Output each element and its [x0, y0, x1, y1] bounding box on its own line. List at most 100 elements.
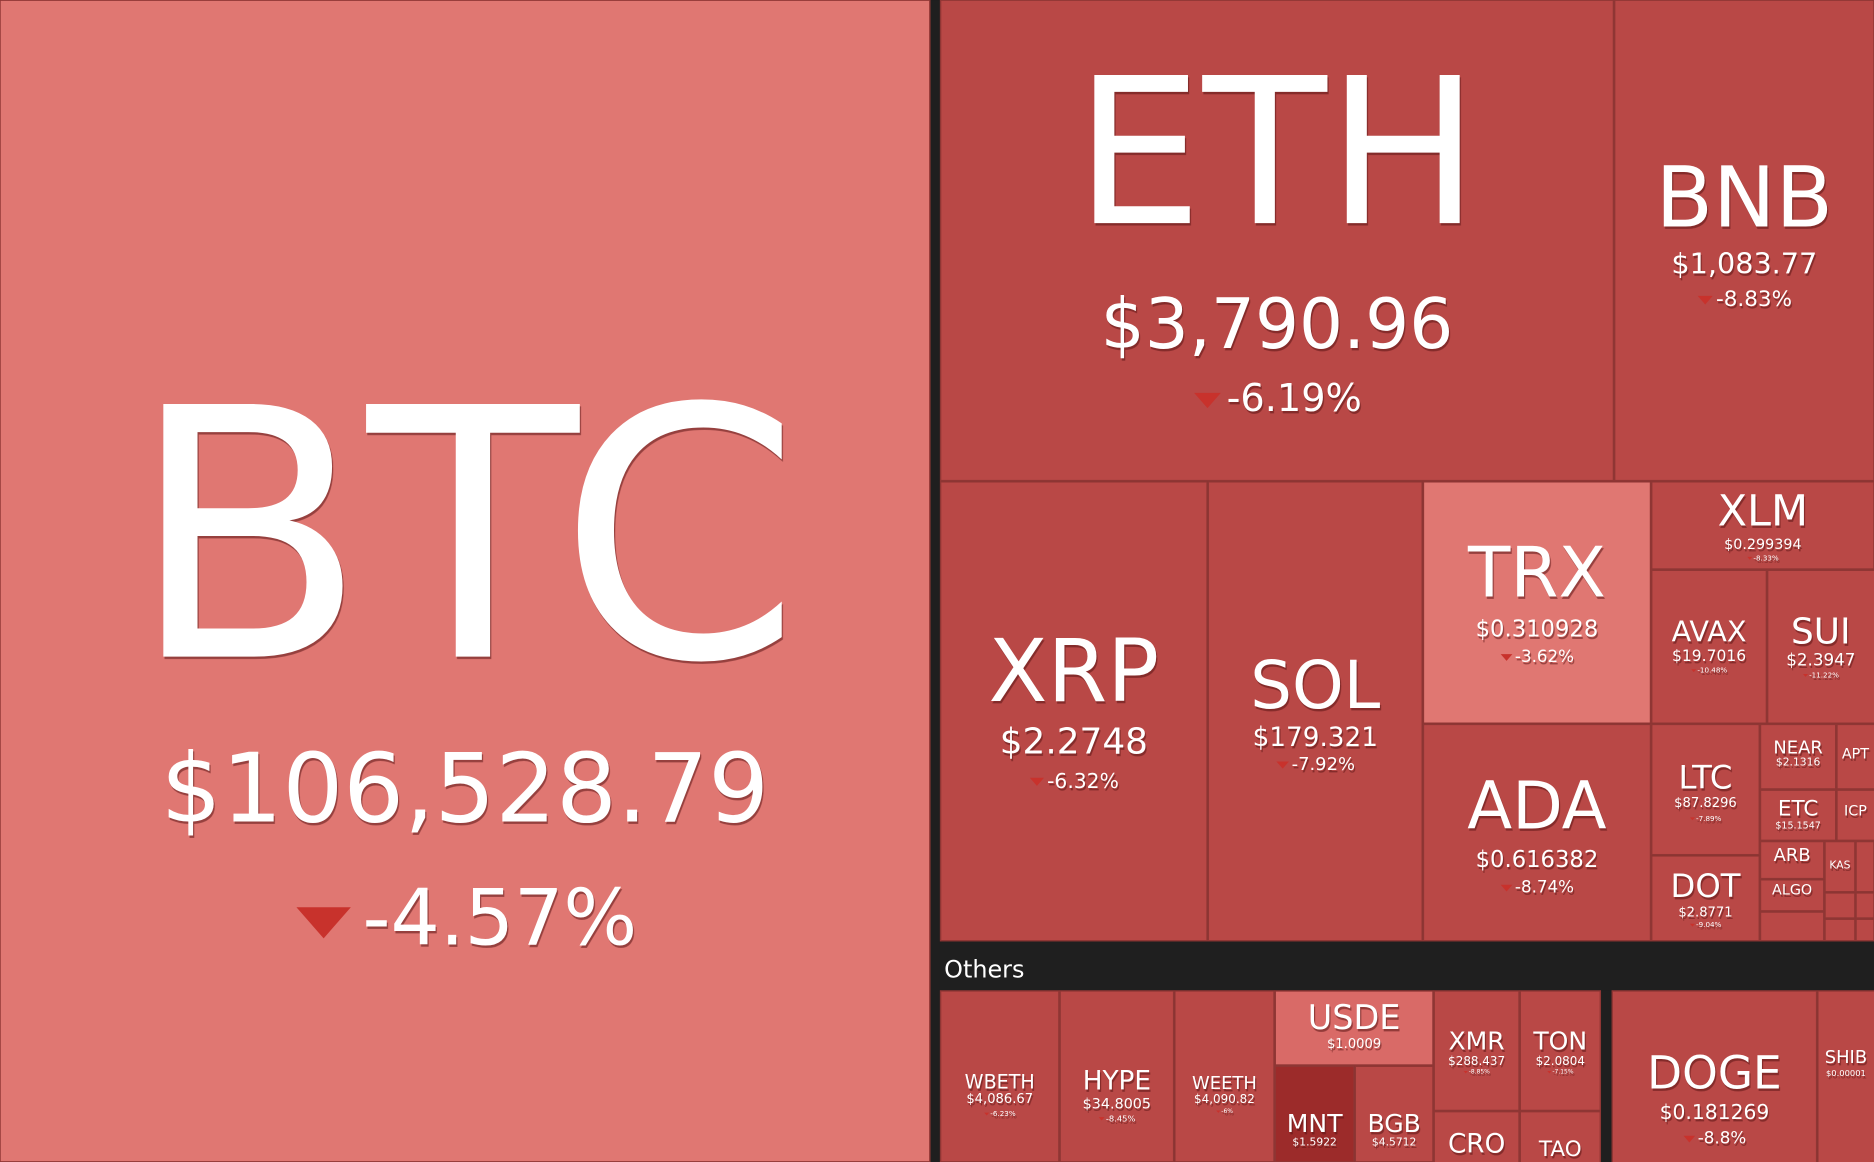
tile-price: $3,790.96: [1101, 285, 1454, 365]
tile[interactable]: [1759, 723, 1837, 790]
tile[interactable]: [1274, 990, 1434, 1066]
tile-symbol: DOT: [1671, 867, 1741, 905]
tile: [1824, 918, 1856, 942]
tile-price: $288.437: [1448, 1054, 1505, 1068]
tile-price: $2.3947: [1786, 650, 1855, 670]
tile-change: -6%: [1221, 1108, 1233, 1115]
tile-price: $0.310928: [1476, 617, 1599, 643]
tile-price: $0.00001: [1826, 1068, 1866, 1078]
tile[interactable]: [1650, 569, 1768, 724]
tile-change: -7.15%: [1552, 1069, 1573, 1076]
tile-price: $4,090.82: [1194, 1092, 1255, 1106]
tile[interactable]: [1422, 481, 1652, 724]
tile[interactable]: [1650, 855, 1760, 942]
tile[interactable]: [1433, 1110, 1520, 1162]
tile-price: $2.1316: [1776, 756, 1821, 769]
tile-price: $2.2748: [1000, 722, 1148, 763]
tile: [1759, 911, 1825, 942]
tile[interactable]: [1207, 481, 1423, 942]
tile-change: -8.85%: [1469, 1069, 1490, 1076]
group-label: Others: [944, 956, 1024, 984]
tile-price: $179.321: [1253, 723, 1378, 753]
down-arrow: [1803, 673, 1809, 677]
tile[interactable]: [1836, 789, 1874, 842]
down-arrow: [1697, 295, 1713, 305]
tile[interactable]: [1759, 879, 1825, 912]
tile[interactable]: [1759, 840, 1825, 880]
down-arrow: [296, 907, 351, 939]
tile-change: -3.62%: [1515, 646, 1574, 666]
tile[interactable]: [1174, 990, 1275, 1162]
tile-price: $1,083.77: [1671, 246, 1817, 280]
tile: [1855, 918, 1874, 942]
tile-change: -8.83%: [1716, 287, 1792, 312]
tile-change: -8.8%: [1698, 1128, 1747, 1148]
tile[interactable]: [0, 0, 931, 1162]
down-arrow: [1500, 654, 1513, 661]
tile[interactable]: [1354, 1065, 1434, 1162]
tile-price: $34.8005: [1083, 1096, 1151, 1112]
tile[interactable]: [1613, 0, 1874, 482]
tile-symbol: APT: [1842, 746, 1869, 762]
tile-symbol: AVAX: [1672, 615, 1747, 649]
tile-price: $1.0009: [1327, 1037, 1381, 1052]
tile-symbol: SOL: [1250, 647, 1380, 724]
tile-price: $0.299394: [1724, 537, 1801, 553]
tile-change: -11.22%: [1809, 670, 1839, 679]
tile[interactable]: [939, 0, 1615, 482]
tile[interactable]: [1433, 990, 1520, 1112]
tile-change: -6.19%: [1227, 377, 1362, 421]
down-arrow: [1689, 817, 1695, 821]
down-arrow: [1547, 1071, 1552, 1074]
tile-price: $0.181269: [1660, 1100, 1770, 1124]
tile-symbol: DOGE: [1647, 1046, 1782, 1099]
down-arrow: [1194, 392, 1221, 409]
tile-symbol: NEAR: [1773, 737, 1822, 758]
tile-symbol: TAO: [1538, 1137, 1582, 1162]
tile[interactable]: [1274, 1065, 1355, 1162]
tile-price: $19.7016: [1672, 647, 1746, 665]
tile-symbol: SUI: [1791, 612, 1851, 653]
tile-symbol: ADA: [1467, 768, 1606, 845]
tile[interactable]: [1519, 990, 1602, 1112]
down-arrow: [1683, 1135, 1696, 1143]
tile[interactable]: [1759, 789, 1837, 842]
tile[interactable]: [1611, 990, 1818, 1162]
tile-change: -9.04%: [1696, 920, 1722, 929]
tile[interactable]: [939, 990, 1060, 1162]
tile[interactable]: [1650, 723, 1760, 856]
down-arrow: [1276, 761, 1289, 769]
tile-symbol: ICP: [1844, 804, 1867, 820]
tile-change: -4.57%: [362, 873, 637, 963]
tile-symbol: WBETH: [965, 1070, 1035, 1093]
tile-symbol: HYPE: [1083, 1066, 1151, 1096]
tile-symbol: ETH: [1074, 34, 1479, 271]
tile-symbol: TON: [1532, 1026, 1587, 1055]
tile-change: -8.33%: [1753, 553, 1779, 562]
tile[interactable]: [1817, 990, 1874, 1162]
tile-symbol: USDE: [1308, 998, 1401, 1037]
tile-change: -8.74%: [1515, 877, 1574, 897]
tile-change: -7.92%: [1292, 754, 1355, 775]
tile[interactable]: [1766, 569, 1874, 724]
tile-symbol: LTC: [1679, 758, 1733, 796]
tile-symbol: BTC: [129, 335, 800, 739]
tile-price: $4,086.67: [966, 1092, 1033, 1107]
down-arrow: [1747, 556, 1753, 560]
tile[interactable]: [1650, 481, 1874, 570]
tile-symbol: SHIB: [1825, 1047, 1867, 1068]
down-arrow: [1689, 923, 1695, 927]
tile[interactable]: [1519, 1110, 1602, 1162]
tile-change: -6.23%: [990, 1109, 1016, 1118]
tile-price: $2.0804: [1536, 1054, 1585, 1068]
tile-symbol: CRO: [1448, 1130, 1505, 1160]
tile[interactable]: [1836, 723, 1874, 790]
tile[interactable]: [1824, 840, 1856, 893]
down-arrow: [1500, 884, 1513, 892]
tile-change: -7.89%: [1696, 814, 1722, 823]
tile[interactable]: [1422, 723, 1652, 942]
tile-symbol: KAS: [1829, 858, 1850, 871]
tile[interactable]: [939, 481, 1208, 942]
